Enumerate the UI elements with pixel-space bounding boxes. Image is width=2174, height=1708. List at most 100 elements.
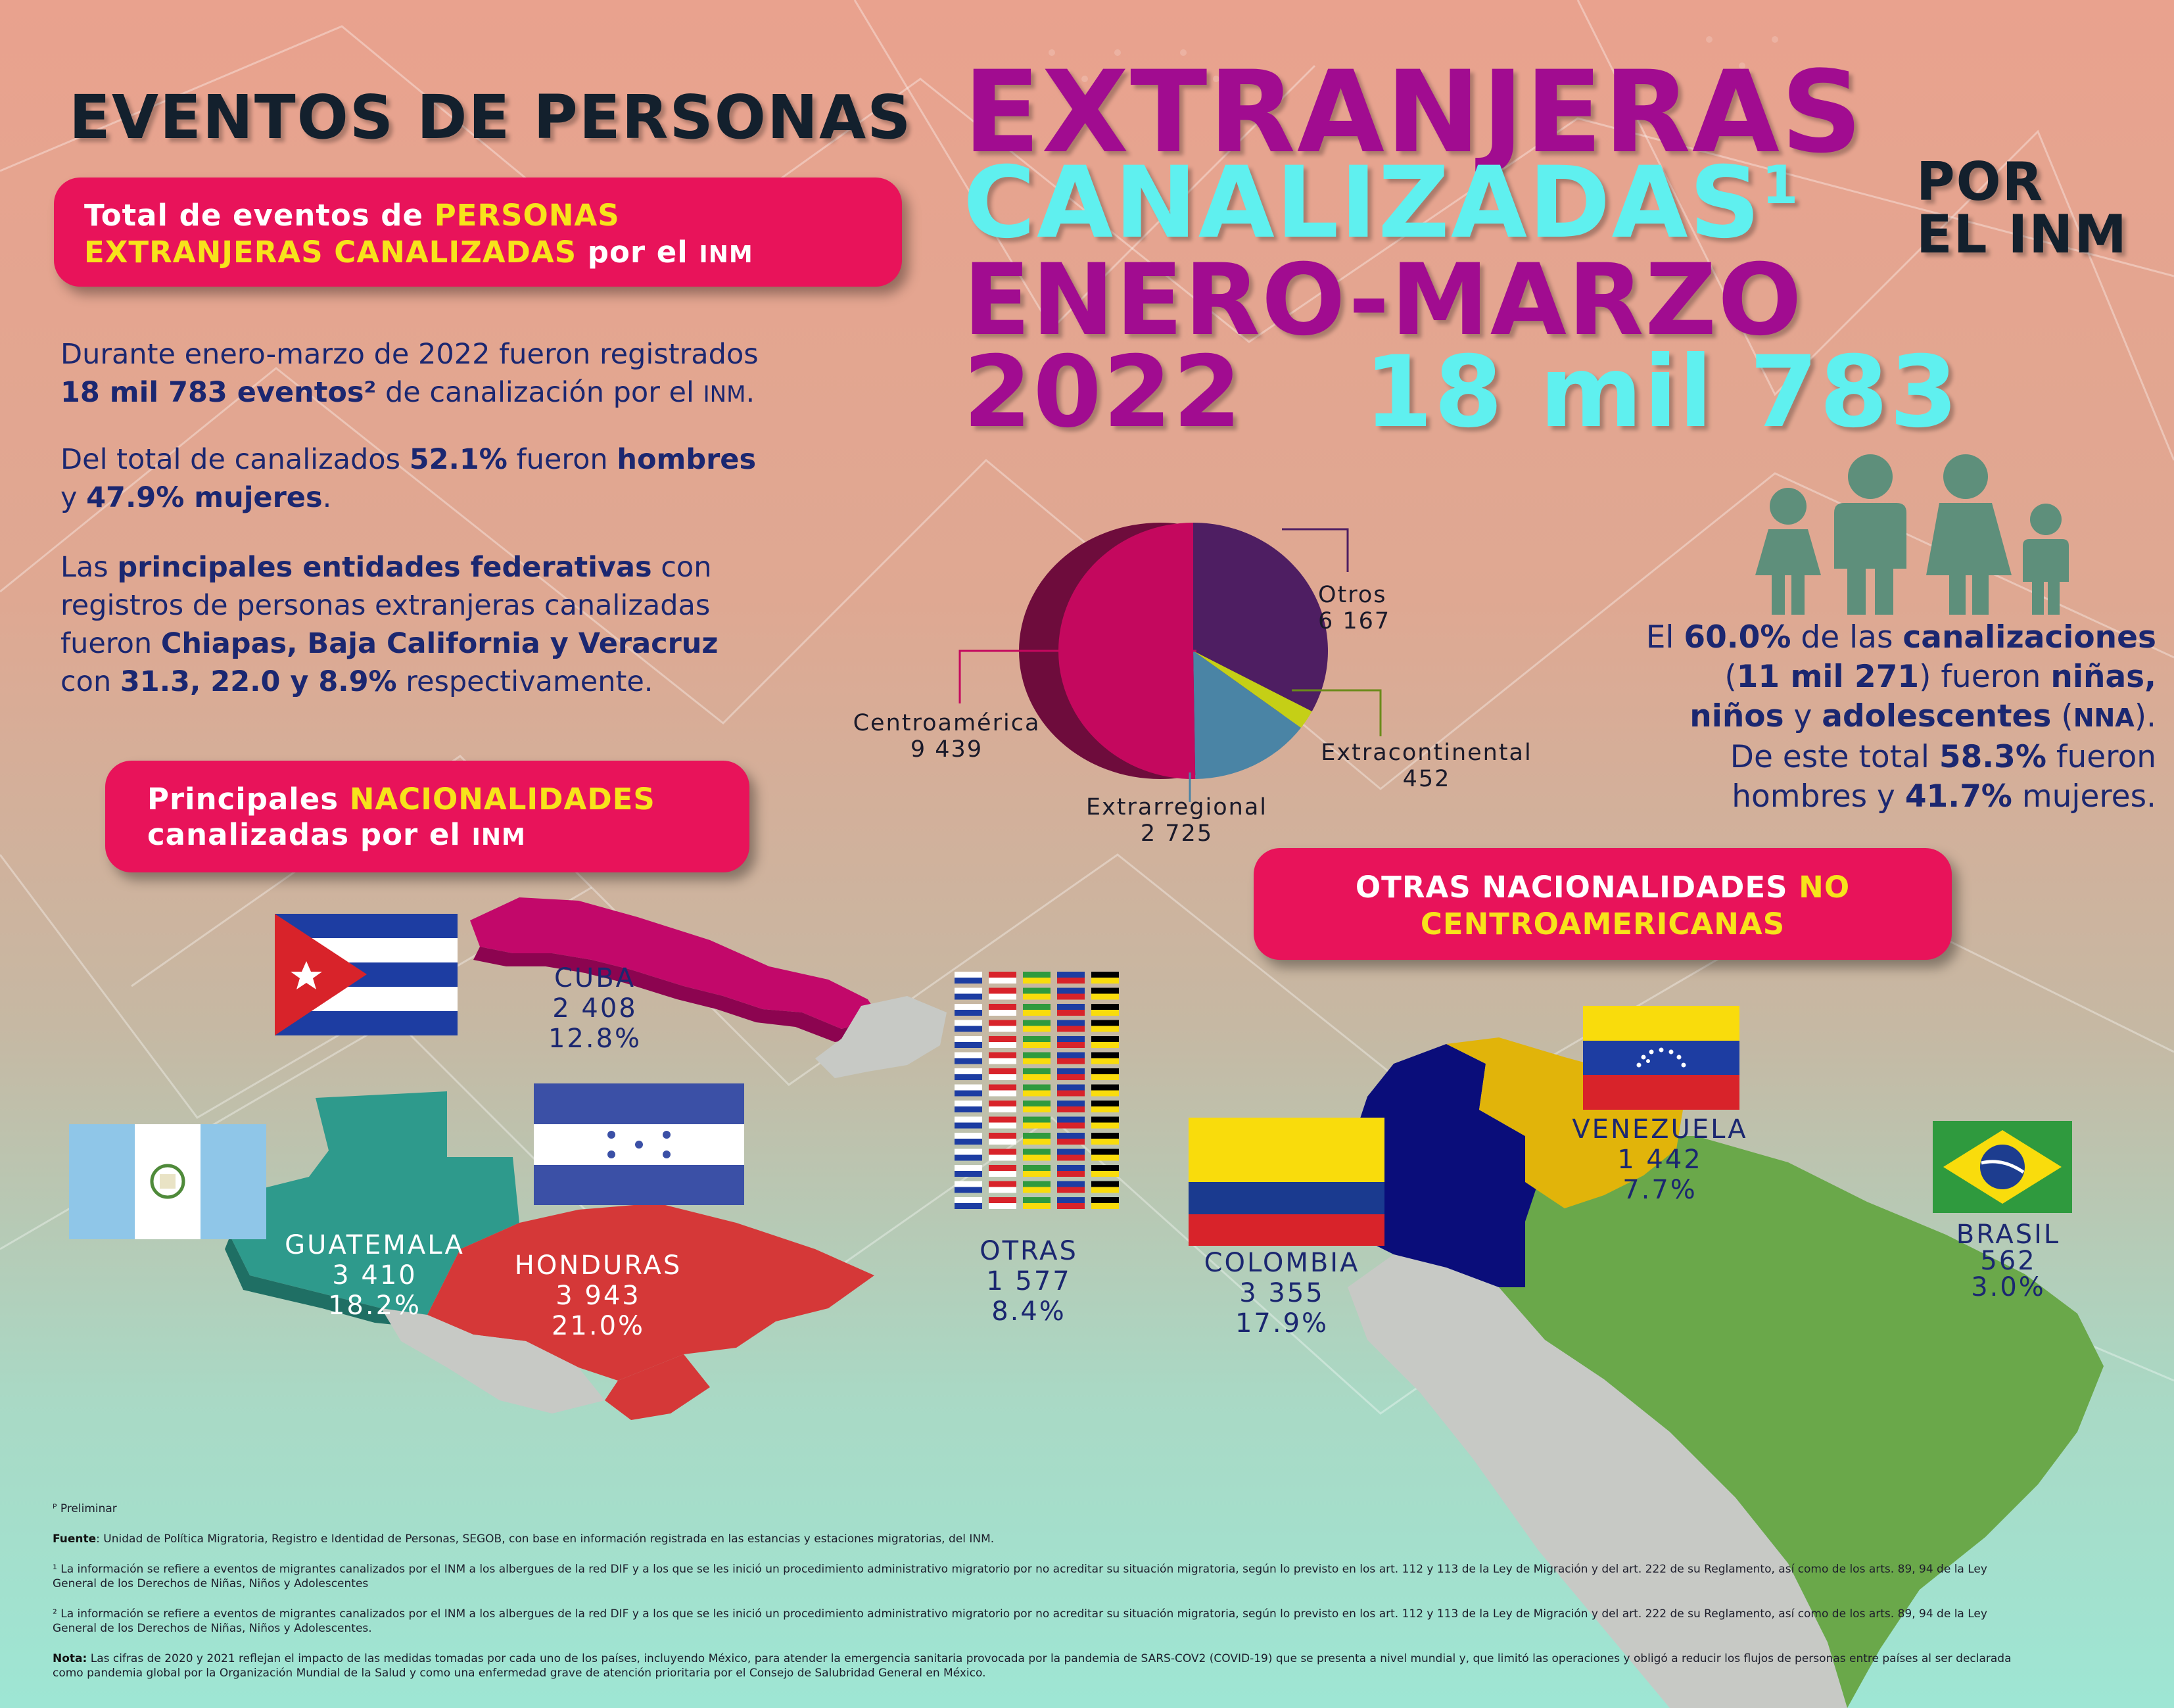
nacionalidades-box-d: INM xyxy=(471,824,526,851)
pie-label-extracontinental-name: Extracontinental xyxy=(1321,740,1532,766)
summary-p1: Durante enero-marzo de 2022 fueron regis… xyxy=(60,335,915,414)
total-box: Total de eventos de PERSONAS EXTRANJERAS… xyxy=(54,178,902,287)
country-otras-count: 1 577 xyxy=(986,1266,1072,1296)
country-colombia: COLOMBIA 3 355 17.9% xyxy=(1183,1248,1381,1339)
title-sup: 1 xyxy=(1761,154,1800,216)
title-line1: EVENTOS DE PERSONAS xyxy=(69,82,912,153)
nna-l2-b: 11 mil 271 xyxy=(1736,659,1920,695)
total-box-text-d: por el xyxy=(577,235,699,270)
nna-l1-a: El xyxy=(1645,619,1684,655)
leader-otros xyxy=(1282,528,1349,572)
note-1: ¹ La información se refiere a eventos de… xyxy=(53,1563,1987,1590)
venezuela-flag xyxy=(1583,1006,1739,1110)
country-otras-pct: 8.4% xyxy=(991,1296,1066,1327)
title-extranjeras: EXTRANJERAS xyxy=(963,46,1864,178)
pie-label-centroamerica-value: 9 439 xyxy=(910,736,983,763)
note-fuente-label: Fuente xyxy=(53,1532,97,1546)
nna-l1-b: 60.0% xyxy=(1684,619,1791,655)
summary-p2-e: y xyxy=(60,481,87,514)
nacionalidades-box: Principales NACIONALIDADES canalizadas p… xyxy=(105,761,749,872)
title-canalizadas: CANALIZADAS1 xyxy=(963,146,1799,260)
nna-l2-c: ) fueron xyxy=(1919,659,2051,695)
summary-p3-b: principales entidades federativas xyxy=(117,551,652,584)
summary-p2-g: . xyxy=(322,481,332,514)
total-box-text-c: EXTRANJERAS CANALIZADAS xyxy=(84,235,577,270)
total-box-text-a: Total de eventos de xyxy=(84,198,435,233)
country-honduras-count: 3 943 xyxy=(555,1281,641,1311)
nacionalidades-box-c: canalizadas por el xyxy=(147,817,472,852)
honduras-shape xyxy=(427,1203,874,1381)
country-guatemala-count: 3 410 xyxy=(332,1260,417,1291)
pie-label-extrarregional: Extrarregional 2 725 xyxy=(1078,794,1275,847)
cuba-flag xyxy=(275,914,458,1035)
honduras-flag xyxy=(534,1083,744,1205)
summary-p2-c: fueron xyxy=(507,443,617,476)
nna-l4-c: fueron xyxy=(2046,739,2156,775)
nna-l2-a: ( xyxy=(1724,659,1737,695)
country-guatemala: GUATEMALA 3 410 18.2% xyxy=(270,1230,480,1321)
nacionalidades-box-b: NACIONALIDADES xyxy=(349,782,655,817)
nicaragua-shape xyxy=(381,1308,605,1413)
brazil-flag xyxy=(1933,1121,2072,1213)
otras-box-b: NO xyxy=(1799,870,1851,905)
grey-land-shape xyxy=(1348,1254,1847,1708)
country-honduras-name: HONDURAS xyxy=(514,1250,682,1281)
country-brasil-pct: 3.0% xyxy=(1971,1272,2046,1302)
hispaniola-shape xyxy=(815,996,947,1078)
country-honduras-pct: 21.0% xyxy=(551,1311,646,1341)
summary-p3-c: con xyxy=(651,551,712,584)
title-por: POR xyxy=(1916,151,2044,212)
note-nota-label: Nota: xyxy=(53,1652,87,1665)
nna-l4-a: De este total xyxy=(1730,739,1939,775)
leader-centroamerica xyxy=(958,650,1196,703)
south-america-map xyxy=(1335,1037,2104,1708)
country-colombia-pct: 17.9% xyxy=(1235,1308,1329,1339)
summary-p2-a: Del total de canalizados xyxy=(60,443,410,476)
otras-box-a: OTRAS NACIONALIDADES xyxy=(1355,870,1799,905)
country-brasil-name: BRASIL xyxy=(1956,1220,2061,1250)
pie-label-extrarregional-name: Extrarregional xyxy=(1085,794,1268,820)
colombia-shape xyxy=(1335,1044,1538,1287)
summary-p1-e: . xyxy=(745,376,755,409)
country-guatemala-pct: 18.2% xyxy=(327,1291,422,1321)
summary-p1-b: 18 mil 783 eventos² xyxy=(60,376,377,409)
note-fuente: Fuente: Unidad de Política Migratoria, R… xyxy=(53,1532,2012,1546)
pie-slice-otros xyxy=(1193,523,1328,712)
central-america-map xyxy=(225,897,947,1420)
summary-p1-c: de canalización por el xyxy=(376,376,703,409)
pie-label-extracontinental-value: 452 xyxy=(1402,766,1451,792)
guatemala-shape xyxy=(230,1091,519,1315)
country-cuba-count: 2 408 xyxy=(552,993,638,1024)
country-cuba: CUBA 2 408 12.8% xyxy=(513,963,677,1054)
country-venezuela: VENEZUELA 1 442 7.7% xyxy=(1538,1114,1782,1205)
summary-p3-f: Chiapas, Baja California y Veracruz xyxy=(160,627,719,660)
country-venezuela-name: VENEZUELA xyxy=(1572,1114,1748,1145)
nna-l5-c: mujeres. xyxy=(2012,778,2156,815)
colombia-flag xyxy=(1189,1118,1384,1246)
country-brasil: BRASIL 562 3.0% xyxy=(1926,1222,2091,1300)
pie-slice-extracontinental xyxy=(1193,651,1312,728)
country-brasil-count: 562 xyxy=(1980,1246,2037,1276)
nna-l5-a: hombres y xyxy=(1732,778,1905,815)
title-el-inm: EL INM xyxy=(1916,204,2128,265)
total-box-text-b: PERSONAS xyxy=(434,198,620,233)
summary-p2-b: 52.1% xyxy=(409,443,508,476)
title-year: 2022 xyxy=(963,335,1243,450)
otras-box-c: CENTROAMERICANAS xyxy=(1420,907,1785,941)
nna-l1-d: canalizaciones xyxy=(1902,619,2156,655)
nna-l3-a: niños xyxy=(1690,698,1784,734)
pie-slice-extrarregional xyxy=(1193,651,1302,779)
guatemala-flag xyxy=(69,1124,266,1239)
country-otras-name: OTRAS xyxy=(980,1236,1078,1266)
nna-l3-d: ( xyxy=(2051,698,2073,734)
country-venezuela-pct: 7.7% xyxy=(1622,1175,1697,1205)
note-2: ² La información se refiere a eventos de… xyxy=(53,1607,1987,1635)
nacionalidades-box-a: Principales xyxy=(147,782,350,817)
pie-label-otros-value: 6 167 xyxy=(1318,608,1391,634)
country-colombia-count: 3 355 xyxy=(1239,1278,1325,1308)
summary-p3-i: respectivamente. xyxy=(396,665,653,698)
family-icon xyxy=(1755,454,2069,615)
country-guatemala-name: GUATEMALA xyxy=(285,1230,465,1260)
title-periodo: ENERO-MARZO xyxy=(963,243,1803,358)
summary-p3: Las principales entidades federativas co… xyxy=(60,548,915,701)
